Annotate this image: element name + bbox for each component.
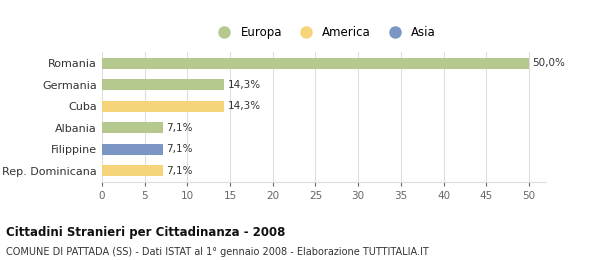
Text: Cittadini Stranieri per Cittadinanza - 2008: Cittadini Stranieri per Cittadinanza - 2… (6, 226, 286, 239)
Bar (102, 79, 224, 90)
Bar (102, 165, 163, 176)
Text: 50,0%: 50,0% (532, 58, 565, 68)
Text: 14,3%: 14,3% (227, 80, 260, 90)
Text: 14,3%: 14,3% (227, 101, 260, 111)
Text: 7,1%: 7,1% (166, 144, 193, 154)
Text: 7,1%: 7,1% (166, 166, 193, 176)
Bar (102, 122, 163, 133)
Bar (102, 144, 163, 155)
Text: COMUNE DI PATTADA (SS) - Dati ISTAT al 1° gennaio 2008 - Elaborazione TUTTITALIA: COMUNE DI PATTADA (SS) - Dati ISTAT al 1… (6, 247, 429, 257)
Bar (102, 58, 529, 69)
Bar (102, 101, 224, 112)
Text: 7,1%: 7,1% (166, 123, 193, 133)
Legend: Europa, America, Asia: Europa, America, Asia (208, 22, 440, 44)
